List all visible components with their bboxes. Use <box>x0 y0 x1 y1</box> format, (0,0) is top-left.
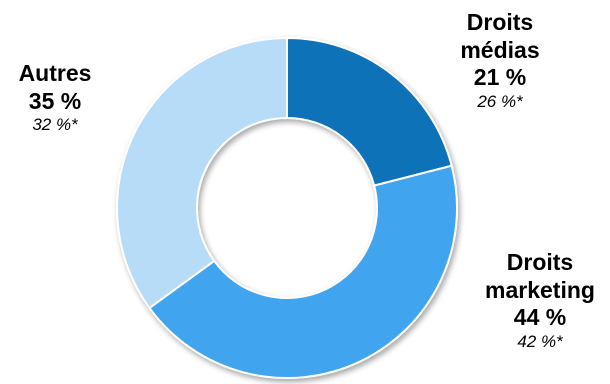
slice-value: 44 % <box>513 304 567 331</box>
slice-previous-value: 42 %* <box>517 331 563 351</box>
slice-previous-value: 26 %* <box>477 91 523 111</box>
slice-droits-m-dias <box>286 36 453 187</box>
slice-droits-marketing <box>148 164 458 379</box>
slice-name-line-1: Droits <box>466 9 534 35</box>
slice-name-line-1: Autres <box>18 60 92 86</box>
slice-value: 21 % <box>473 64 527 91</box>
label-droits-marketing: Droits marketing 44 % 42 %* <box>465 249 610 352</box>
label-autres: Autres 35 % 32 %* <box>5 60 105 136</box>
slice-autres <box>116 36 288 310</box>
slice-name-line-2: médias <box>460 36 540 63</box>
slice-name-line-2: marketing <box>485 276 595 303</box>
slice-value: 35 % <box>28 87 82 114</box>
label-droits-medias: Droits médias 21 % 26 %* <box>440 9 560 112</box>
slice-previous-value: 32 %* <box>32 115 78 135</box>
slice-name-line-1: Droits <box>506 249 574 275</box>
